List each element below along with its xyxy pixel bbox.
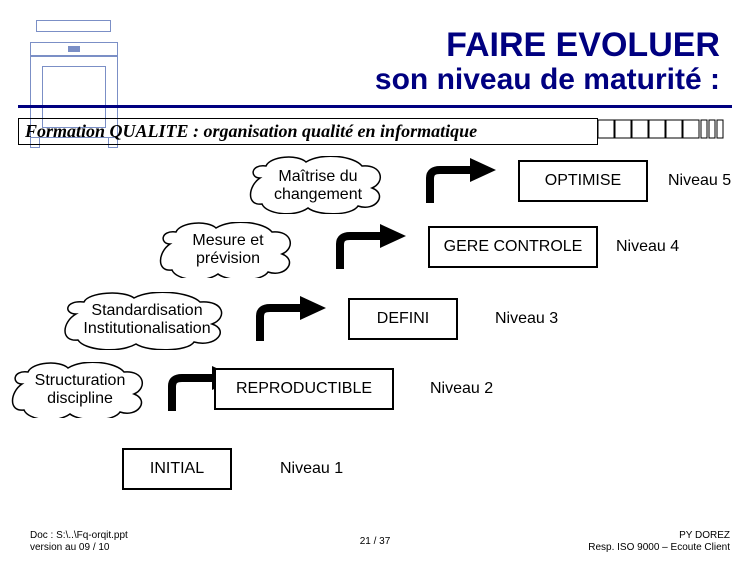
title-line1: FAIRE EVOLUER: [180, 28, 720, 64]
process-n3: Standardisation Institutionalisation: [68, 302, 226, 339]
niveau-5: Niveau 5: [668, 172, 731, 190]
process-n3-l1: Standardisation: [68, 302, 226, 320]
oven-deco-knob: [68, 46, 80, 52]
process-n4-l2: prévision: [168, 250, 288, 268]
process-n4-l1: Mesure et: [168, 232, 288, 250]
process-n4: Mesure et prévision: [168, 232, 288, 269]
level-box-2: REPRODUCTIBLE: [214, 368, 394, 410]
footer-author-l2: Resp. ISO 9000 – Ecoute Client: [520, 542, 730, 554]
level-box-3: DEFINI: [348, 298, 458, 340]
footer-doc-l2: version au 09 / 10: [30, 542, 230, 554]
level-box-2-text: REPRODUCTIBLE: [236, 380, 372, 398]
niveau-1: Niveau 1: [280, 460, 343, 478]
footer-author-l1: PY DOREZ: [520, 530, 730, 542]
process-n2-l2: discipline: [18, 390, 142, 408]
footer-doc: Doc : S:\..\Fq-orqit.ppt version au 09 /…: [30, 530, 230, 554]
slide-title: FAIRE EVOLUER son niveau de maturité :: [180, 28, 720, 95]
footer-author: PY DOREZ Resp. ISO 9000 – Ecoute Client: [520, 530, 730, 554]
arrow-n3: [250, 296, 330, 346]
level-box-1-text: INITIAL: [150, 460, 204, 478]
process-n5: Maîtrise du changement: [258, 168, 378, 205]
level-box-4-text: GERE CONTROLE: [444, 238, 583, 256]
subtitle-deco-boxes: [598, 118, 738, 142]
niveau-2: Niveau 2: [430, 380, 493, 398]
niveau-3: Niveau 3: [495, 310, 558, 328]
subtitle-box: Formation QUALITE : organisation qualité…: [18, 118, 598, 145]
process-n5-l1: Maîtrise du: [258, 168, 378, 186]
process-n5-l2: changement: [258, 186, 378, 204]
process-n2-l1: Structuration: [18, 372, 142, 390]
title-line2: son niveau de maturité :: [180, 64, 720, 96]
level-box-1: INITIAL: [122, 448, 232, 490]
level-box-5-text: OPTIMISE: [545, 172, 621, 190]
footer-page: 21 / 37: [335, 536, 415, 547]
process-n3-l2: Institutionalisation: [68, 320, 226, 338]
subtitle-text: Formation QUALITE : organisation qualité…: [25, 121, 477, 141]
title-underline: [18, 105, 732, 108]
level-box-3-text: DEFINI: [377, 310, 429, 328]
footer-doc-l1: Doc : S:\..\Fq-orqit.ppt: [30, 530, 230, 542]
niveau-4: Niveau 4: [616, 238, 679, 256]
process-n2: Structuration discipline: [18, 372, 142, 409]
arrow-n5: [420, 158, 500, 208]
arrow-n4: [330, 224, 410, 274]
oven-deco-top: [36, 20, 111, 32]
level-box-5: OPTIMISE: [518, 160, 648, 202]
level-box-4: GERE CONTROLE: [428, 226, 598, 268]
